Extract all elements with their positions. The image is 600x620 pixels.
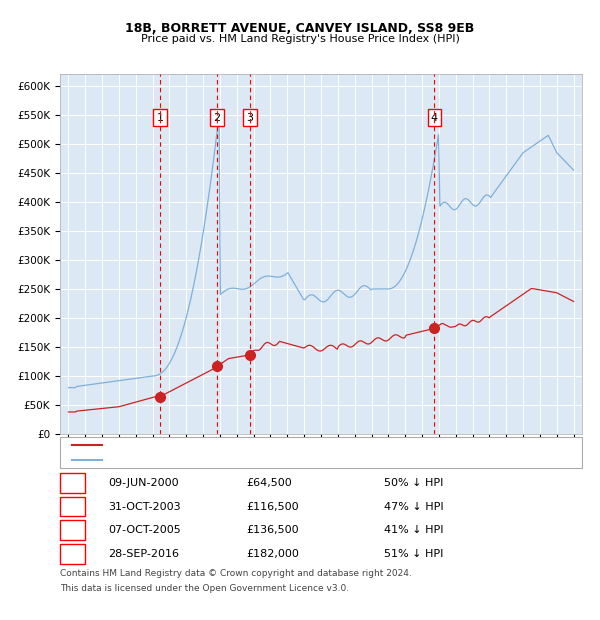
- Text: 18B, BORRETT AVENUE, CANVEY ISLAND, SS8 9EB: 18B, BORRETT AVENUE, CANVEY ISLAND, SS8 …: [125, 22, 475, 35]
- Text: 4: 4: [69, 549, 76, 559]
- Text: Price paid vs. HM Land Registry's House Price Index (HPI): Price paid vs. HM Land Registry's House …: [140, 34, 460, 44]
- Text: 2: 2: [69, 502, 76, 512]
- Text: 4: 4: [431, 113, 438, 123]
- Text: 2: 2: [214, 113, 221, 123]
- Text: HPI: Average price, detached house, Castle Point: HPI: Average price, detached house, Cast…: [108, 455, 347, 465]
- Text: 3: 3: [246, 113, 253, 123]
- Text: Contains HM Land Registry data © Crown copyright and database right 2024.: Contains HM Land Registry data © Crown c…: [60, 569, 412, 578]
- Text: This data is licensed under the Open Government Licence v3.0.: This data is licensed under the Open Gov…: [60, 584, 349, 593]
- Text: £116,500: £116,500: [246, 502, 299, 512]
- Text: 07-OCT-2005: 07-OCT-2005: [108, 525, 181, 535]
- Text: 18B, BORRETT AVENUE, CANVEY ISLAND, SS8 9EB (detached house): 18B, BORRETT AVENUE, CANVEY ISLAND, SS8 …: [108, 440, 443, 450]
- Text: 1: 1: [157, 113, 164, 123]
- Text: £182,000: £182,000: [246, 549, 299, 559]
- Text: 41% ↓ HPI: 41% ↓ HPI: [384, 525, 443, 535]
- Text: 47% ↓ HPI: 47% ↓ HPI: [384, 502, 443, 512]
- Text: 1: 1: [69, 478, 76, 488]
- Text: 09-JUN-2000: 09-JUN-2000: [108, 478, 179, 488]
- Text: 31-OCT-2003: 31-OCT-2003: [108, 502, 181, 512]
- Text: 51% ↓ HPI: 51% ↓ HPI: [384, 549, 443, 559]
- Text: £136,500: £136,500: [246, 525, 299, 535]
- Text: 50% ↓ HPI: 50% ↓ HPI: [384, 478, 443, 488]
- Text: 28-SEP-2016: 28-SEP-2016: [108, 549, 179, 559]
- Text: 3: 3: [69, 525, 76, 535]
- Text: £64,500: £64,500: [246, 478, 292, 488]
